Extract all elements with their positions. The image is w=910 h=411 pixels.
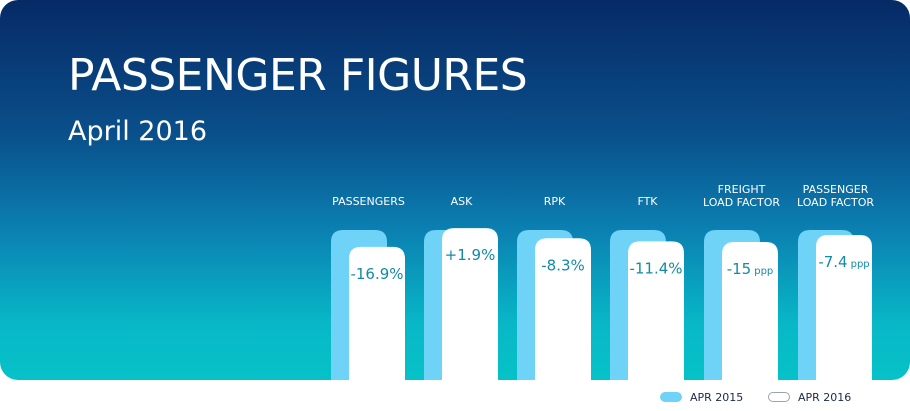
legend-item-apr-2015: APR 2015	[660, 390, 743, 404]
category-label: LOAD FACTOR	[797, 196, 874, 209]
legend-swatch-apr-2016	[768, 392, 790, 402]
value-label: -11.4%	[629, 259, 682, 277]
legend-swatch-apr-2015	[660, 392, 682, 402]
category-label: RPK	[544, 195, 566, 208]
bar-apr-2016	[442, 228, 498, 380]
category-label: PASSENGERS	[332, 195, 405, 208]
bar-apr-2016	[628, 241, 684, 380]
bar-apr-2016	[816, 235, 872, 380]
page-title: PASSENGER FIGURES	[68, 50, 528, 101]
value-label: -16.9%	[350, 265, 403, 283]
value-unit: ppp	[851, 259, 870, 270]
value-label: +1.9%	[445, 246, 496, 264]
legend-item-apr-2016: APR 2016	[768, 390, 851, 404]
category-label: PASSENGER	[803, 183, 869, 196]
page-subtitle: April 2016	[68, 116, 208, 147]
bar-apr-2016	[535, 238, 591, 380]
category-label: ASK	[451, 195, 474, 208]
value-unit: ppp	[754, 266, 773, 277]
category-label: FTK	[637, 195, 658, 208]
legend-label-apr-2015: APR 2015	[690, 390, 744, 404]
category-label: LOAD FACTOR	[703, 196, 780, 209]
bar-apr-2016	[349, 246, 405, 380]
bar-chart: PASSENGERS -16.9% ASK +1.9% RPK -8.3% FTK -11.4…	[331, 183, 874, 380]
legend-label-apr-2016: APR 2016	[798, 390, 852, 404]
value-label: -8.3%	[541, 256, 585, 274]
chart-card: PASSENGER FIGURES April 2016 PASSENGERS -…	[0, 0, 910, 380]
bar-apr-2016	[722, 242, 778, 380]
category-label: FREIGHT	[718, 183, 766, 196]
